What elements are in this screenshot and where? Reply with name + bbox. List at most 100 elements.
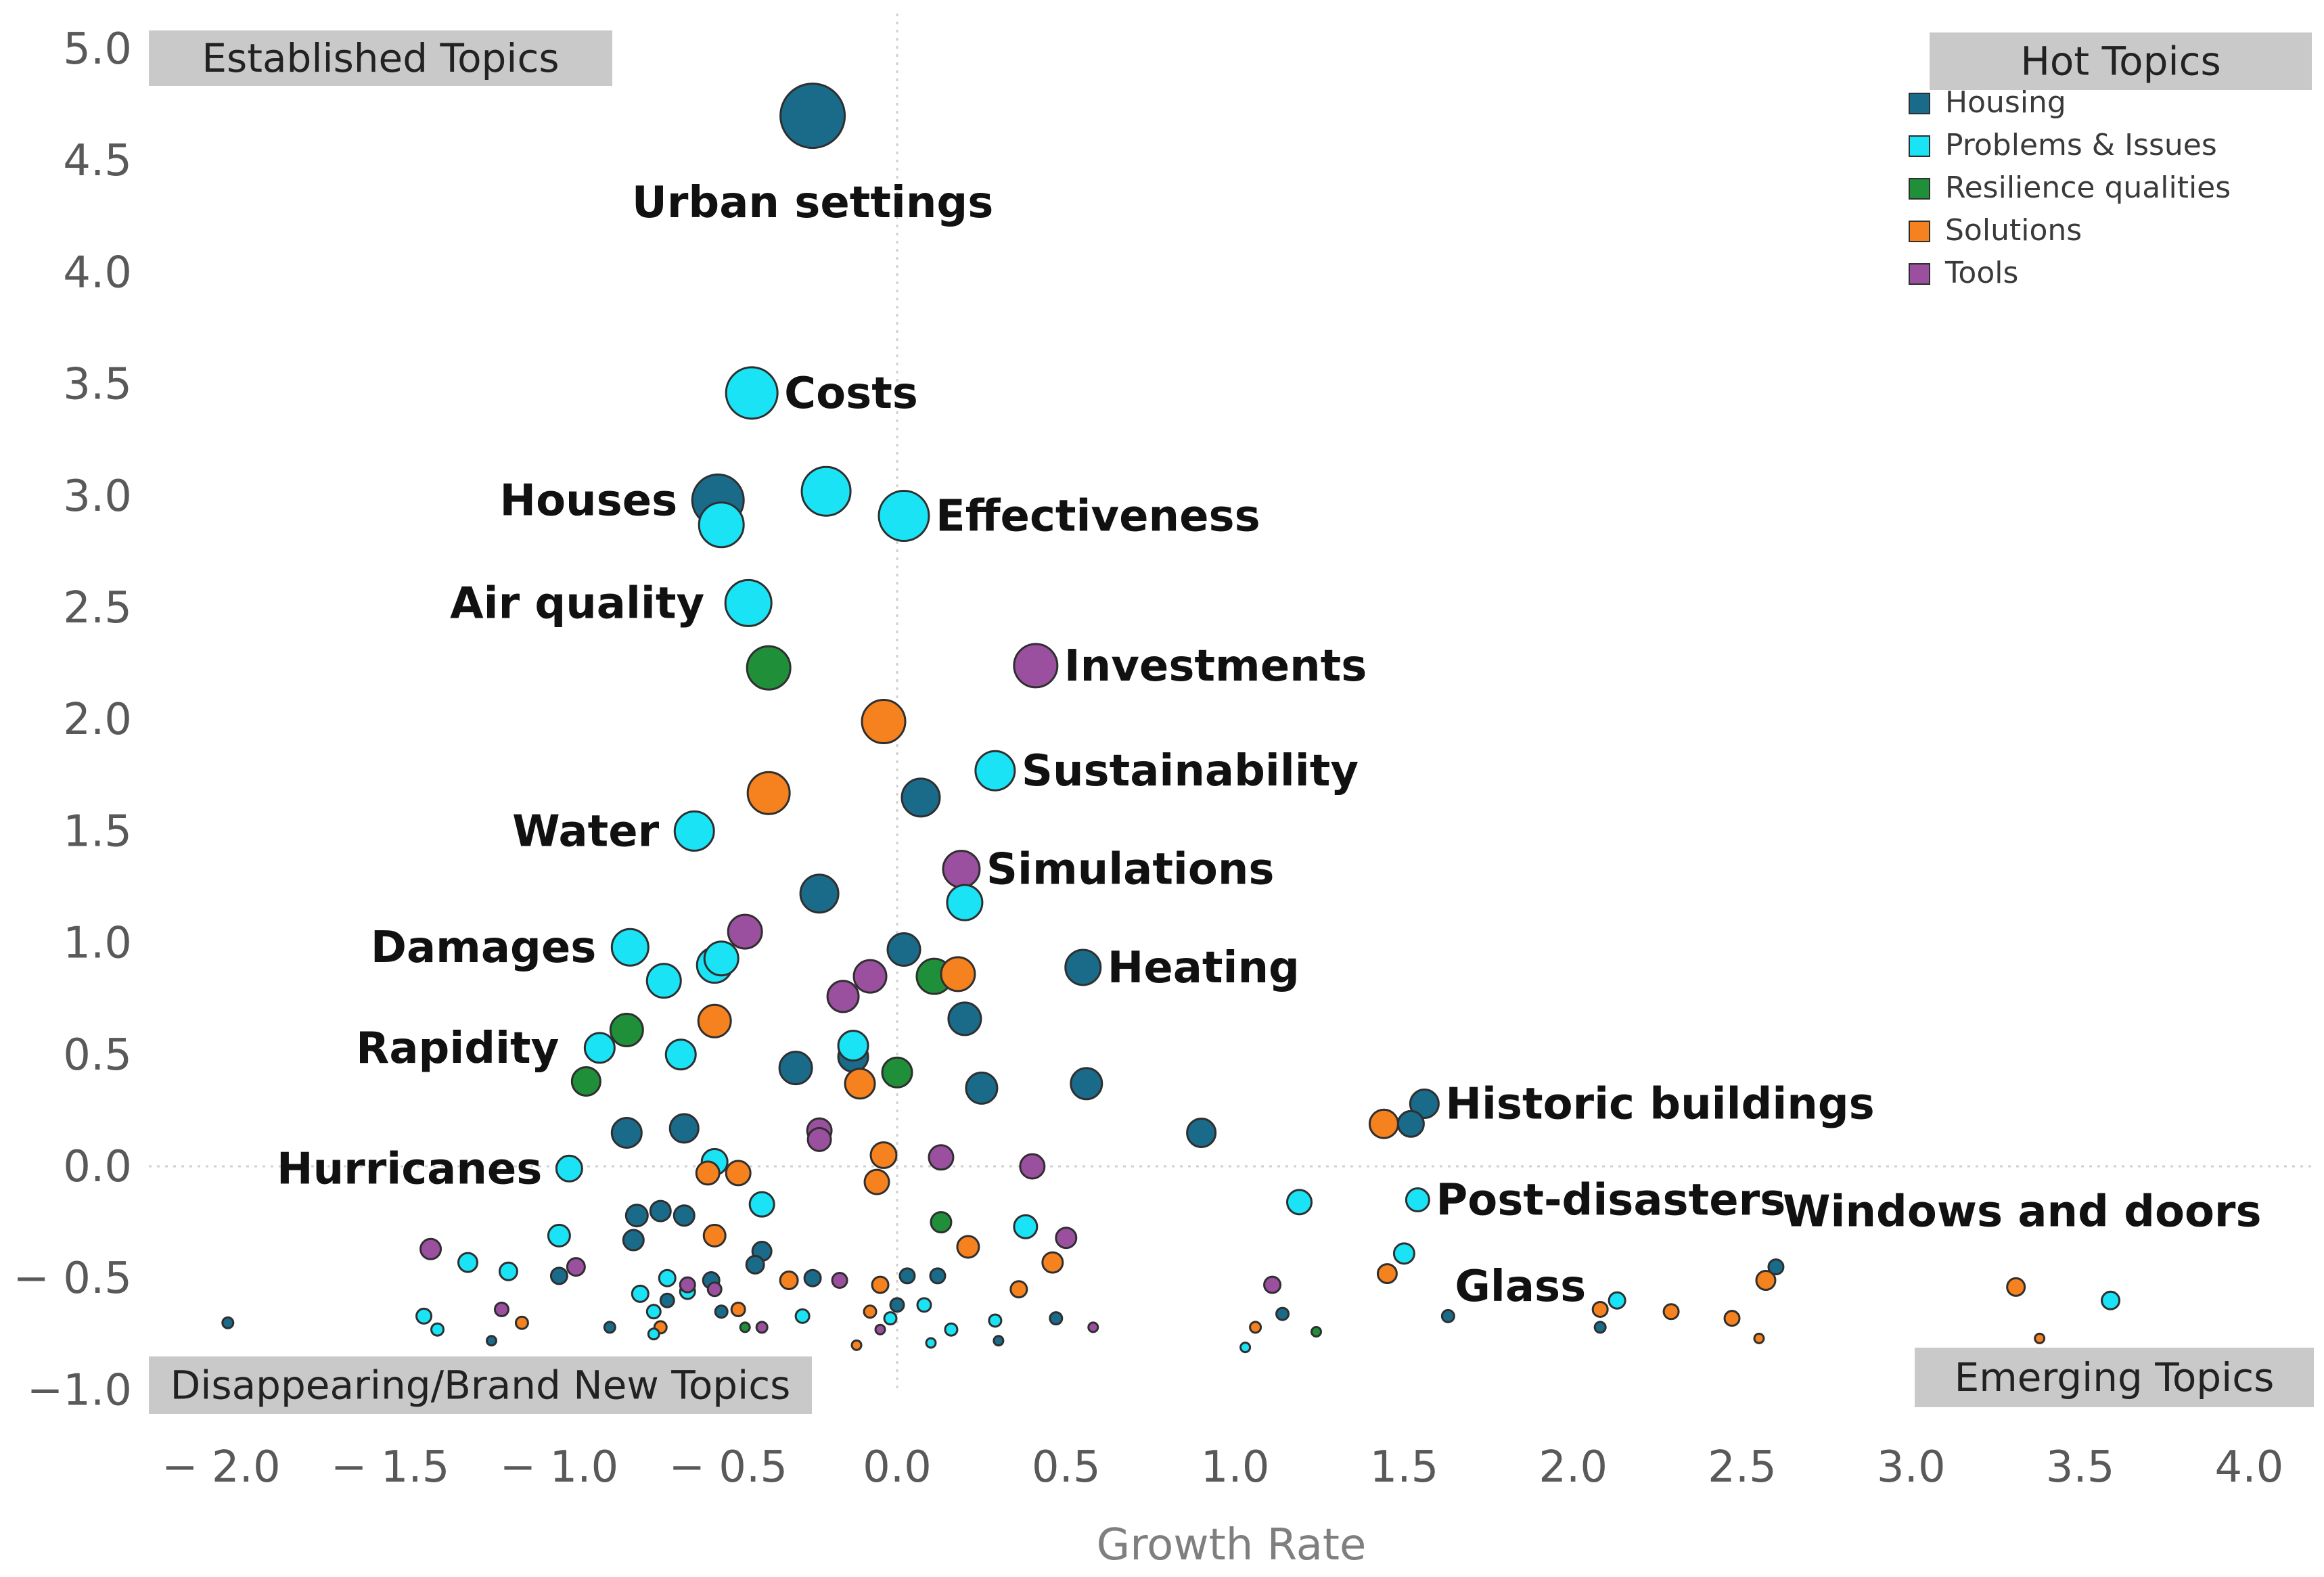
bubble-tools [566, 1257, 586, 1277]
bubble-solutions [1723, 1310, 1741, 1327]
bubble-solutions [697, 1003, 732, 1038]
bubble-housing [668, 1113, 700, 1144]
bubble-housing [1186, 1117, 1217, 1148]
bubble-housing [622, 1229, 645, 1252]
bubble-housing [1440, 1308, 1455, 1323]
y-tick-label: 1.0 [63, 919, 132, 969]
bubble-housing [1064, 949, 1102, 986]
bubble-housing [610, 1116, 643, 1149]
bubble-problems-issues [1405, 1187, 1430, 1213]
y-tick-label: 3.5 [63, 360, 132, 410]
legend: Housing Problems & Issues Resilience quali… [1909, 85, 2231, 290]
bubble-problems-issues [415, 1307, 433, 1325]
bubble-problems-issues [664, 1038, 697, 1071]
bubble-housing [485, 1335, 497, 1347]
bubble-housing [659, 1292, 675, 1308]
bubble-housing [889, 1297, 905, 1313]
quadrant-disappearing-topics-box [149, 1356, 812, 1414]
y-tick-label: 0.5 [63, 1030, 132, 1080]
y-tick-label: 5.0 [63, 24, 132, 74]
bubble-problems-issues [703, 940, 739, 977]
bubble-housing [799, 873, 840, 914]
bubble-solutions [850, 1339, 863, 1351]
y-tick-label: 2.0 [63, 695, 132, 745]
annotation-heating: Heating [1108, 943, 1300, 993]
bubble-problems-issues [673, 810, 715, 852]
quadrant-established-topics-box [149, 30, 612, 86]
bubble-housing [714, 1304, 729, 1319]
bubble-tools [1087, 1321, 1099, 1333]
bubble-solutions [695, 1160, 721, 1186]
annotation-windows-and-doors: Windows and doors [1783, 1187, 2262, 1237]
x-axis-ticks: − 2.0 − 1.5 − 1.0 − 0.5 0.0 0.5 1.0 1.5 2.0 2.5 3.… [162, 1442, 2283, 1492]
bubble-problems-issues [555, 1154, 583, 1183]
y-tick-label: 3.0 [63, 472, 132, 522]
bubble-housing [1070, 1067, 1103, 1101]
bubble-tools [1055, 1227, 1078, 1250]
bubble-housing [803, 1269, 822, 1287]
bubble-problems-issues [794, 1308, 811, 1324]
bubble-housing [929, 1267, 947, 1285]
bubble-housing [898, 1267, 916, 1285]
y-tick-label: 2.5 [63, 583, 132, 633]
quadrant-labels: Established Topics Hot Topics Disappearing… [149, 30, 2314, 1414]
x-tick-label: − 2.0 [162, 1442, 281, 1492]
annotation-sustainability: Sustainability [1022, 746, 1359, 796]
bubble-tools [493, 1301, 509, 1317]
x-tick-label: − 1.0 [500, 1442, 619, 1492]
x-tick-label: − 1.5 [331, 1442, 450, 1492]
quadrant-emerging-topics: Emerging Topics [1955, 1354, 2275, 1400]
bubble-solutions [940, 956, 976, 992]
bubble-resilience-qualities [881, 1056, 913, 1089]
bubble-solutions [702, 1223, 727, 1248]
bubble-solutions [2006, 1277, 2026, 1297]
quadrant-established-topics: Established Topics [202, 35, 559, 81]
bubble-problems-issues [878, 490, 930, 543]
x-tick-label: 1.5 [1370, 1442, 1439, 1492]
bubble-resilience-qualities [1311, 1325, 1323, 1338]
bubble-problems-issues [988, 1313, 1003, 1328]
annotation-investments: Investments [1064, 641, 1367, 691]
bubble-solutions [725, 1160, 752, 1187]
bubble-solutions [1662, 1303, 1680, 1321]
bubble-solutions [2034, 1332, 2046, 1344]
bubble-solutions [1368, 1108, 1399, 1139]
bubble-solutions [844, 1068, 876, 1100]
bubble-tools [826, 980, 860, 1013]
bubble-problems-issues [457, 1252, 479, 1273]
annotation-urban-settings: Urban settings [632, 178, 993, 228]
bubble-housing [1593, 1321, 1607, 1334]
bubble-tools [928, 1144, 955, 1171]
bubble-housing [603, 1321, 616, 1334]
bubble-problems-issues [645, 1304, 662, 1320]
y-tick-label: 0.0 [63, 1142, 132, 1192]
bubble-solutions [746, 771, 791, 815]
bubble-problems-issues [800, 465, 852, 517]
bubble-problems-issues [946, 884, 984, 921]
bubble-resilience-qualities [930, 1211, 953, 1234]
bubble-tools [1263, 1275, 1282, 1294]
bubble-solutions [779, 1271, 799, 1291]
bubble-housing [779, 83, 846, 150]
bubble-housing [649, 1199, 672, 1222]
bubble-housing [673, 1204, 696, 1227]
bubble-resilience-qualities [609, 1012, 644, 1047]
bubble-housing [965, 1071, 999, 1105]
bubble-problems-issues [645, 963, 682, 999]
bubbles [221, 83, 2121, 1354]
bubble-solutions [1753, 1332, 1765, 1344]
bubble-problems-issues [748, 1191, 775, 1218]
annotation-costs: Costs [784, 369, 918, 419]
bubble-solutions [871, 1275, 890, 1294]
bubble-housing [745, 1254, 765, 1275]
bubble-problems-issues [883, 1311, 898, 1326]
bubble-tools [679, 1276, 696, 1294]
bubble-problems-issues [916, 1297, 932, 1313]
x-tick-label: 3.0 [1877, 1442, 1946, 1492]
bubble-solutions [1755, 1270, 1777, 1292]
bubble-housing [778, 1051, 813, 1086]
annotation-post-disasters: Post-disasters [1436, 1176, 1785, 1226]
bubble-housing [901, 777, 941, 818]
bubble-tools [1013, 643, 1059, 689]
bubble-housing [1049, 1311, 1064, 1326]
